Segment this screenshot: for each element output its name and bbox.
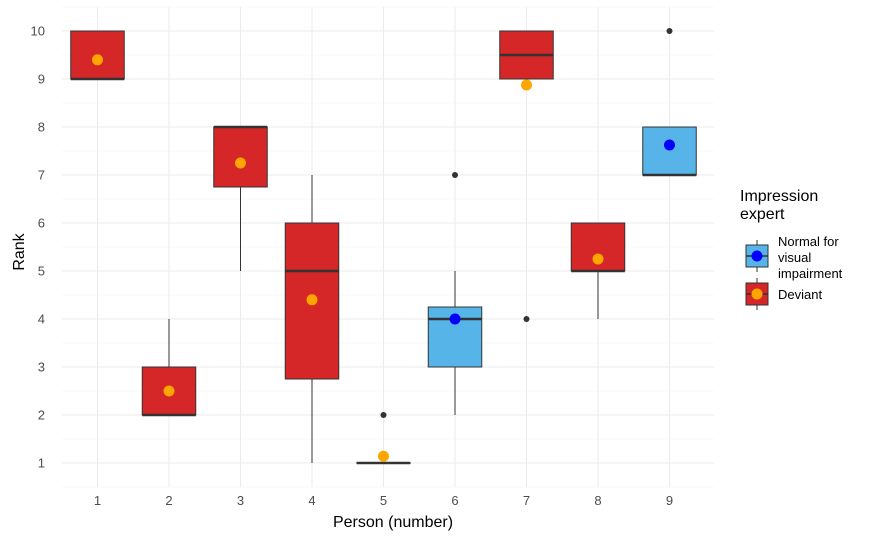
legend-title: expert <box>740 206 785 223</box>
mean-point <box>449 313 461 325</box>
y-tick-label: 6 <box>38 216 45 231</box>
mean-point <box>92 54 103 66</box>
box-person-3 <box>213 125 268 271</box>
boxes <box>70 28 697 465</box>
y-tick-label: 10 <box>31 24 45 39</box>
x-tick-label: 4 <box>308 493 315 508</box>
x-tick-label: 9 <box>666 493 673 508</box>
y-tick-label: 4 <box>38 312 45 327</box>
outlier-point <box>523 316 530 322</box>
mean-point <box>664 139 675 151</box>
mean-point <box>521 79 532 91</box>
x-axis-title: Person (number) <box>333 514 453 531</box>
box-person-4 <box>284 175 340 463</box>
box-person-2 <box>141 319 197 417</box>
outlier-point <box>452 172 458 178</box>
x-tick-label: 8 <box>594 493 601 508</box>
legend-title: Impression <box>740 188 818 205</box>
legend-label: Normal for <box>778 234 839 249</box>
x-tick-label: 2 <box>165 493 172 508</box>
legend-key-deviant <box>745 278 769 310</box>
mean-point <box>235 157 246 169</box>
box-person-8 <box>570 222 626 319</box>
legend-label: impairment <box>778 266 843 281</box>
mean-point <box>592 253 604 265</box>
y-axis-ticks: 1 2 3 4 5 6 7 8 9 10 <box>31 24 45 471</box>
box-body <box>642 126 697 176</box>
y-tick-label: 7 <box>38 168 45 183</box>
y-tick-label: 9 <box>38 72 45 87</box>
x-tick-label: 7 <box>523 493 530 508</box>
outlier-point <box>380 412 387 418</box>
legend-key-mean <box>751 250 763 262</box>
mean-point <box>306 294 318 306</box>
y-tick-label: 2 <box>38 408 45 423</box>
x-axis-ticks: 1 2 3 4 5 6 7 8 9 <box>94 493 673 508</box>
y-tick-label: 3 <box>38 360 45 375</box>
x-tick-label: 1 <box>94 493 101 508</box>
y-tick-label: 5 <box>38 264 45 279</box>
mean-point <box>378 450 389 462</box>
box-person-7 <box>499 30 554 322</box>
legend-key-mean <box>751 288 763 300</box>
box-body <box>213 126 268 188</box>
y-tick-label: 8 <box>38 120 45 135</box>
x-tick-label: 3 <box>237 493 244 508</box>
x-tick-label: 6 <box>451 493 458 508</box>
box-person-1 <box>70 30 125 81</box>
box-person-6 <box>427 172 483 415</box>
legend-key-normal <box>745 240 769 272</box>
outlier-point <box>666 28 673 34</box>
x-tick-label: 5 <box>380 493 387 508</box>
y-tick-label: 1 <box>38 456 45 471</box>
legend: Impression expert Normal for visual impai… <box>740 188 843 310</box>
y-axis-title: Rank <box>11 232 28 270</box>
legend-label: Deviant <box>778 287 822 302</box>
legend-label: visual <box>778 250 811 265</box>
box-person-5 <box>356 412 411 465</box>
mean-point <box>163 385 175 397</box>
box-person-9 <box>642 28 697 177</box>
